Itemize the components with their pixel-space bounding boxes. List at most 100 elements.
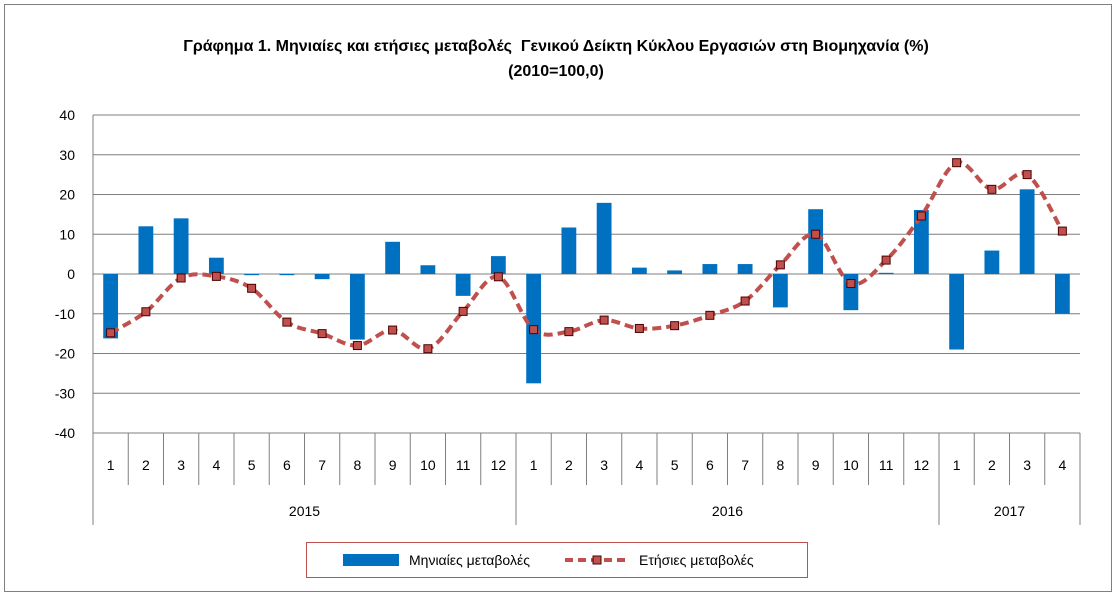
bar-monthly bbox=[208, 257, 224, 274]
marker-annual bbox=[282, 317, 292, 327]
x-tick-label: 10 bbox=[420, 457, 436, 473]
x-tick-label: 3 bbox=[177, 457, 185, 473]
bar-monthly bbox=[455, 274, 471, 296]
chart-legend: Μηνιαίες μεταβολές Ετήσιες μεταβολές bbox=[306, 542, 808, 578]
year-label: 2015 bbox=[289, 503, 320, 519]
marker-annual bbox=[811, 229, 821, 239]
x-tick-label: 12 bbox=[491, 457, 507, 473]
y-tick-label: 20 bbox=[59, 187, 75, 203]
bar-monthly bbox=[808, 209, 824, 274]
marker-annual bbox=[317, 329, 327, 339]
bar-monthly bbox=[878, 272, 894, 274]
bar-monthly bbox=[1019, 189, 1035, 274]
x-tick-label: 2 bbox=[565, 457, 573, 473]
marker-annual bbox=[952, 158, 962, 168]
marker-annual bbox=[916, 211, 926, 221]
bar-monthly bbox=[103, 274, 119, 339]
bar-monthly bbox=[772, 274, 788, 308]
marker-annual bbox=[211, 271, 221, 281]
x-tick-label: 8 bbox=[353, 457, 361, 473]
y-tick-label: 10 bbox=[59, 226, 75, 242]
y-tick-label: -30 bbox=[55, 385, 75, 401]
marker-annual bbox=[881, 255, 891, 265]
bar-monthly bbox=[631, 267, 647, 274]
x-tick-label: 2 bbox=[988, 457, 996, 473]
bar-monthly bbox=[596, 202, 612, 274]
x-tick-label: 9 bbox=[389, 457, 397, 473]
x-tick-label: 5 bbox=[671, 457, 679, 473]
marker-annual bbox=[775, 260, 785, 270]
x-tick-label: 12 bbox=[914, 457, 930, 473]
marker-annual bbox=[141, 307, 151, 317]
x-tick-label: 4 bbox=[635, 457, 643, 473]
marker-annual bbox=[599, 315, 609, 325]
x-tick-label: 6 bbox=[706, 457, 714, 473]
bar-monthly bbox=[913, 210, 929, 274]
chart-title: Γράφημα 1. Μηνιαίες και ετήσιες μεταβολέ… bbox=[0, 34, 1112, 84]
year-label: 2017 bbox=[994, 503, 1025, 519]
x-tick-label: 3 bbox=[1023, 457, 1031, 473]
marker-annual bbox=[352, 341, 362, 351]
bar-monthly bbox=[138, 226, 154, 274]
bar-monthly bbox=[244, 274, 260, 276]
marker-annual bbox=[458, 306, 468, 316]
legend-item-monthly: Μηνιαίες μεταβολές bbox=[343, 543, 530, 577]
marker-annual bbox=[564, 327, 574, 337]
y-tick-label: -10 bbox=[55, 306, 75, 322]
marker-annual bbox=[176, 273, 186, 283]
marker-annual bbox=[529, 325, 539, 335]
x-tick-label: 11 bbox=[879, 457, 894, 473]
x-tick-label: 2 bbox=[142, 457, 150, 473]
y-tick-label: -20 bbox=[55, 346, 75, 362]
x-tick-label: 10 bbox=[843, 457, 859, 473]
y-tick-label: 0 bbox=[67, 266, 75, 282]
bar-monthly bbox=[949, 274, 965, 350]
legend-item-annual: Ετήσιες μεταβολές bbox=[563, 543, 754, 577]
series-line-annual bbox=[109, 160, 1065, 351]
bar-monthly bbox=[173, 218, 189, 274]
legend-swatch-monthly bbox=[343, 554, 399, 566]
chart-title-line-2: (2010=100,0) bbox=[508, 63, 604, 80]
bar-monthly bbox=[1054, 274, 1070, 314]
bar-monthly bbox=[385, 241, 401, 274]
y-tick-label: 30 bbox=[59, 147, 75, 163]
bar-monthly bbox=[314, 274, 330, 280]
marker-annual bbox=[670, 321, 680, 331]
marker-annual bbox=[705, 310, 715, 320]
x-tick-label: 9 bbox=[812, 457, 820, 473]
year-label: 2016 bbox=[712, 503, 743, 519]
bar-monthly bbox=[349, 274, 365, 340]
x-tick-label: 4 bbox=[1058, 457, 1066, 473]
x-tick-label: 1 bbox=[107, 457, 115, 473]
x-tick-label: 7 bbox=[741, 457, 749, 473]
bar-monthly bbox=[737, 264, 753, 274]
marker-annual bbox=[846, 279, 856, 289]
legend-label-annual: Ετήσιες μεταβολές bbox=[639, 552, 754, 568]
marker-annual bbox=[1057, 226, 1067, 236]
marker-annual bbox=[247, 283, 257, 293]
legend-swatch-annual bbox=[565, 555, 629, 565]
x-tick-label: 11 bbox=[456, 457, 471, 473]
marker-annual bbox=[740, 296, 750, 306]
x-tick-label: 8 bbox=[776, 457, 784, 473]
legend-label-monthly: Μηνιαίες μεταβολές bbox=[409, 552, 530, 568]
marker-annual bbox=[493, 272, 503, 282]
y-tick-label: -40 bbox=[55, 425, 75, 441]
bar-monthly bbox=[490, 256, 506, 274]
x-tick-label: 7 bbox=[318, 457, 326, 473]
x-tick-label: 1 bbox=[953, 457, 961, 473]
marker-annual bbox=[987, 184, 997, 194]
bar-monthly bbox=[984, 250, 1000, 274]
marker-annual bbox=[106, 328, 116, 338]
marker-annual bbox=[1022, 170, 1032, 180]
chart-frame bbox=[4, 4, 1112, 592]
x-tick-label: 6 bbox=[283, 457, 291, 473]
marker-annual bbox=[423, 344, 433, 354]
x-tick-label: 3 bbox=[600, 457, 608, 473]
marker-annual bbox=[634, 323, 644, 333]
x-tick-label: 5 bbox=[248, 457, 256, 473]
bar-monthly bbox=[702, 264, 718, 274]
y-tick-label: 40 bbox=[59, 107, 75, 123]
bar-monthly bbox=[279, 274, 295, 276]
x-tick-label: 4 bbox=[212, 457, 220, 473]
